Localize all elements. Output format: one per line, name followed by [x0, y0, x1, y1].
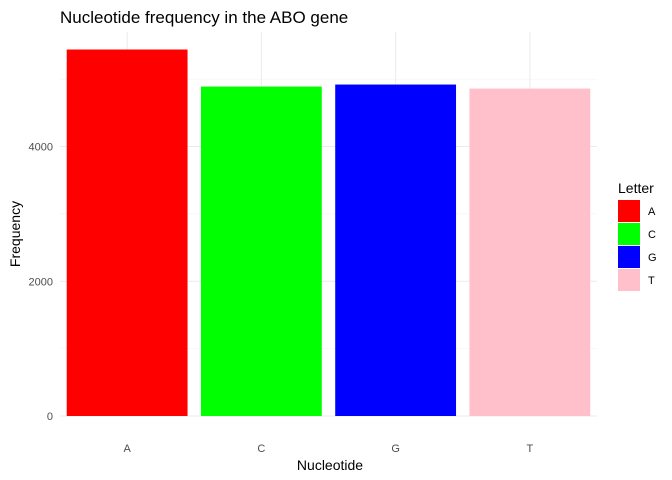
- bar-A: [66, 49, 188, 417]
- y-tick-label: 4000: [29, 142, 53, 154]
- x-axis-title: Nucleotide: [297, 457, 363, 473]
- legend-label: T: [648, 275, 655, 287]
- y-tick-label: 0: [47, 411, 53, 423]
- x-tick-label: T: [527, 443, 534, 455]
- legend-title: Letter: [618, 180, 654, 196]
- legend-label: G: [648, 252, 657, 264]
- chart-title: Nucleotide frequency in the ABO gene: [60, 8, 348, 27]
- legend-label: A: [648, 206, 656, 218]
- legend-key-G: [618, 246, 640, 268]
- x-tick-label: C: [257, 443, 265, 455]
- y-axis-ticks: 0 2000 4000: [29, 142, 53, 423]
- legend-key-C: [618, 223, 640, 245]
- y-axis-title: Frequency: [7, 201, 23, 267]
- x-tick-label: G: [391, 443, 400, 455]
- legend-label: C: [648, 229, 656, 241]
- x-tick-label: A: [123, 443, 131, 455]
- bar-G: [335, 84, 457, 417]
- bar-C: [200, 86, 322, 416]
- y-tick-label: 2000: [29, 276, 53, 288]
- bars: [66, 49, 591, 417]
- legend-key-A: [618, 200, 640, 222]
- legend-key-T: [618, 269, 640, 291]
- bar-T: [469, 88, 591, 416]
